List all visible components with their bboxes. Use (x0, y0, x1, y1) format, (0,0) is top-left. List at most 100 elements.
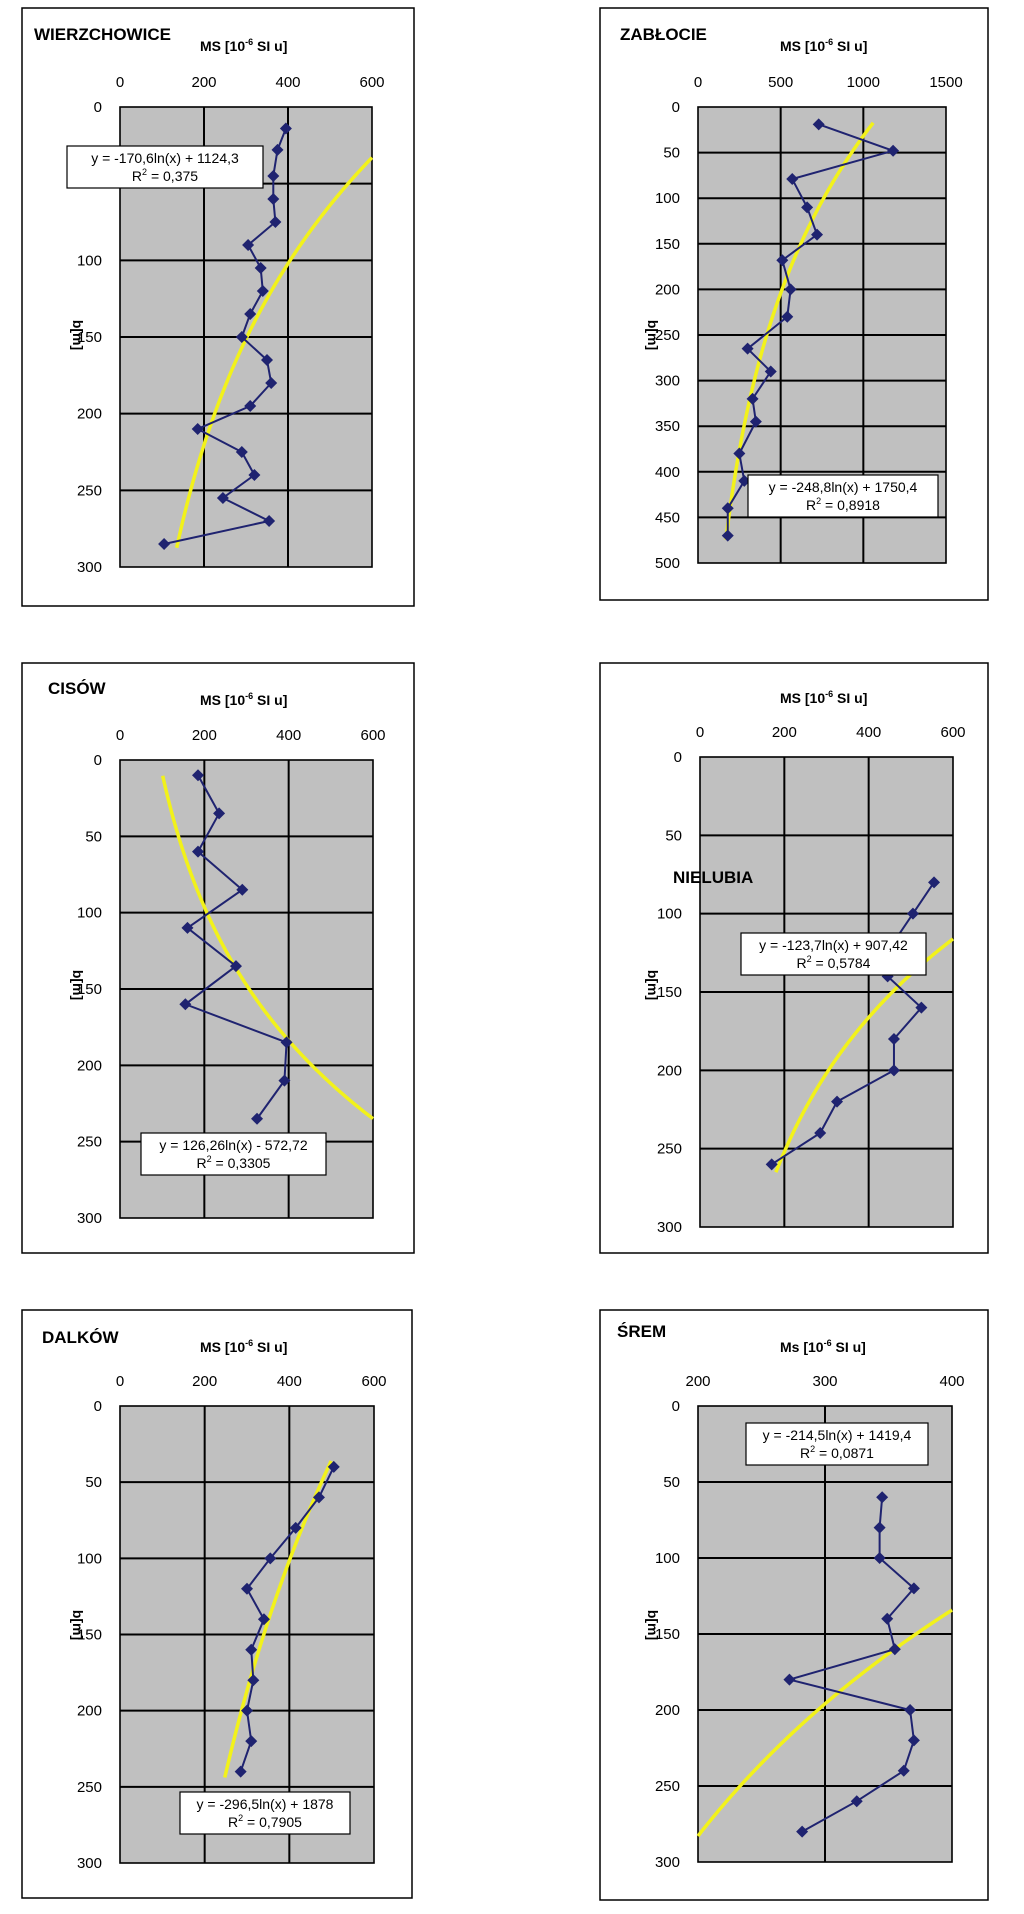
y-tick-label: 50 (663, 1474, 680, 1491)
x-tick-label: 600 (359, 74, 384, 91)
x-axis-title: MS [10-6 SI u] (200, 37, 287, 54)
y-tick-label: 300 (657, 1219, 682, 1236)
y-tick-label: 300 (77, 1855, 102, 1872)
y-tick-label: 100 (655, 1550, 680, 1567)
data-point (812, 118, 825, 131)
y-tick-label: 250 (77, 1134, 102, 1151)
chart-3: 0 200 400 600 0 50 100 150 200 250 300 MS [10-6 SI … (21, 662, 415, 1254)
data-point (831, 1095, 844, 1108)
ms-series-line (771, 881, 935, 1166)
data-point (781, 310, 794, 323)
trend-equation: y = -123,7ln(x) + 907,42 (759, 937, 908, 953)
y-axis-label: b[m] (70, 970, 86, 1000)
x-tick-label: 600 (360, 727, 385, 744)
data-point (801, 201, 814, 214)
data-point (312, 1491, 325, 1504)
y-tick-label: 150 (655, 236, 680, 253)
y-tick-label: 0 (672, 1398, 680, 1415)
y-tick-label: 0 (94, 99, 102, 116)
data-point (887, 144, 900, 157)
x-tick-label: 1500 (929, 74, 962, 91)
y-tick-label: 100 (77, 905, 102, 922)
data-point (915, 1001, 928, 1014)
y-tick-label: 350 (655, 418, 680, 435)
data-point (876, 1491, 889, 1504)
data-point (850, 1795, 863, 1808)
x-tick-label: 400 (277, 1373, 302, 1390)
y-tick-label: 250 (655, 1778, 680, 1795)
data-point (811, 228, 824, 241)
y-axis-label: b[m] (645, 970, 661, 1000)
x-axis-title: MS [10-6 SI u] (780, 689, 867, 706)
y-tick-label: 200 (655, 281, 680, 298)
x-tick-label: 0 (116, 74, 124, 91)
r-squared: R2 = 0,0871 (800, 1444, 874, 1461)
data-point (263, 515, 276, 527)
y-tick-label: 300 (77, 1210, 102, 1227)
y-tick-label: 150 (655, 1626, 680, 1643)
data-point (873, 1552, 886, 1564)
y-tick-label: 450 (655, 509, 680, 526)
r-squared: R2 = 0,5784 (797, 954, 871, 971)
trend-equation: y = -296,5ln(x) + 1878 (197, 1796, 334, 1812)
data-point (241, 1704, 253, 1717)
data-point (897, 1764, 910, 1777)
data-point (796, 1825, 809, 1838)
y-tick-label: 0 (94, 1398, 102, 1415)
data-point (244, 308, 257, 320)
equation-box (740, 932, 927, 976)
data-point (765, 1158, 778, 1171)
y-tick-label: 200 (77, 1703, 102, 1720)
chart-2: 0 500 1000 1500 0 50 100 150 200 250 300 350 400 450 5… (599, 7, 989, 601)
data-point (907, 1582, 920, 1595)
data-point (229, 960, 242, 973)
data-point (721, 502, 734, 515)
y-tick-label: 50 (85, 828, 102, 845)
r-squared: R2 = 0,7905 (228, 1813, 302, 1830)
y-axis-label: b[m] (70, 320, 86, 350)
data-point (881, 1612, 894, 1625)
y-tick-label: 100 (655, 190, 680, 207)
x-tick-label: 500 (768, 74, 793, 91)
y-axis-label: b[m] (70, 1610, 86, 1640)
site-name: ŚREM (617, 1322, 666, 1341)
data-point (236, 883, 249, 896)
y-tick-label: 100 (77, 252, 102, 269)
equation-box (66, 145, 264, 189)
data-point (245, 1643, 258, 1656)
y-tick-label: 250 (77, 1779, 102, 1796)
data-point (904, 1704, 917, 1716)
data-point (280, 1036, 293, 1049)
data-point (192, 769, 205, 782)
data-point (216, 492, 229, 504)
y-tick-label: 500 (655, 555, 680, 572)
y-axis-label: b[m] (645, 1610, 661, 1640)
site-name: WIERZCHOWICE (34, 25, 171, 44)
y-tick-label: 250 (77, 482, 102, 499)
data-point (784, 283, 797, 296)
chart-6: 200 300 400 0 50 100 150 200 250 300 Ms [10-6 SI u… (599, 1309, 989, 1901)
data-point (279, 122, 292, 135)
data-point (749, 415, 762, 428)
data-point (181, 921, 194, 934)
y-tick-label: 400 (655, 464, 680, 481)
data-point (271, 143, 284, 156)
y-tick-label: 250 (657, 1141, 682, 1158)
y-tick-label: 0 (94, 752, 102, 769)
data-point (257, 1613, 270, 1626)
data-point (158, 538, 171, 550)
y-axis-label: b[m] (645, 320, 661, 350)
data-point (261, 354, 273, 366)
site-name: DALKÓW (42, 1328, 119, 1347)
x-tick-label: 600 (361, 1373, 386, 1390)
y-tick-label: 0 (674, 749, 682, 766)
x-tick-label: 1000 (847, 74, 880, 91)
data-point (267, 170, 280, 182)
site-name: NIELUBIA (673, 868, 753, 887)
data-point (887, 1064, 900, 1077)
data-point (278, 1074, 291, 1087)
x-tick-label: 200 (191, 74, 216, 91)
trend-line (696, 1608, 953, 1838)
y-tick-label: 250 (655, 327, 680, 344)
data-point (192, 845, 205, 858)
